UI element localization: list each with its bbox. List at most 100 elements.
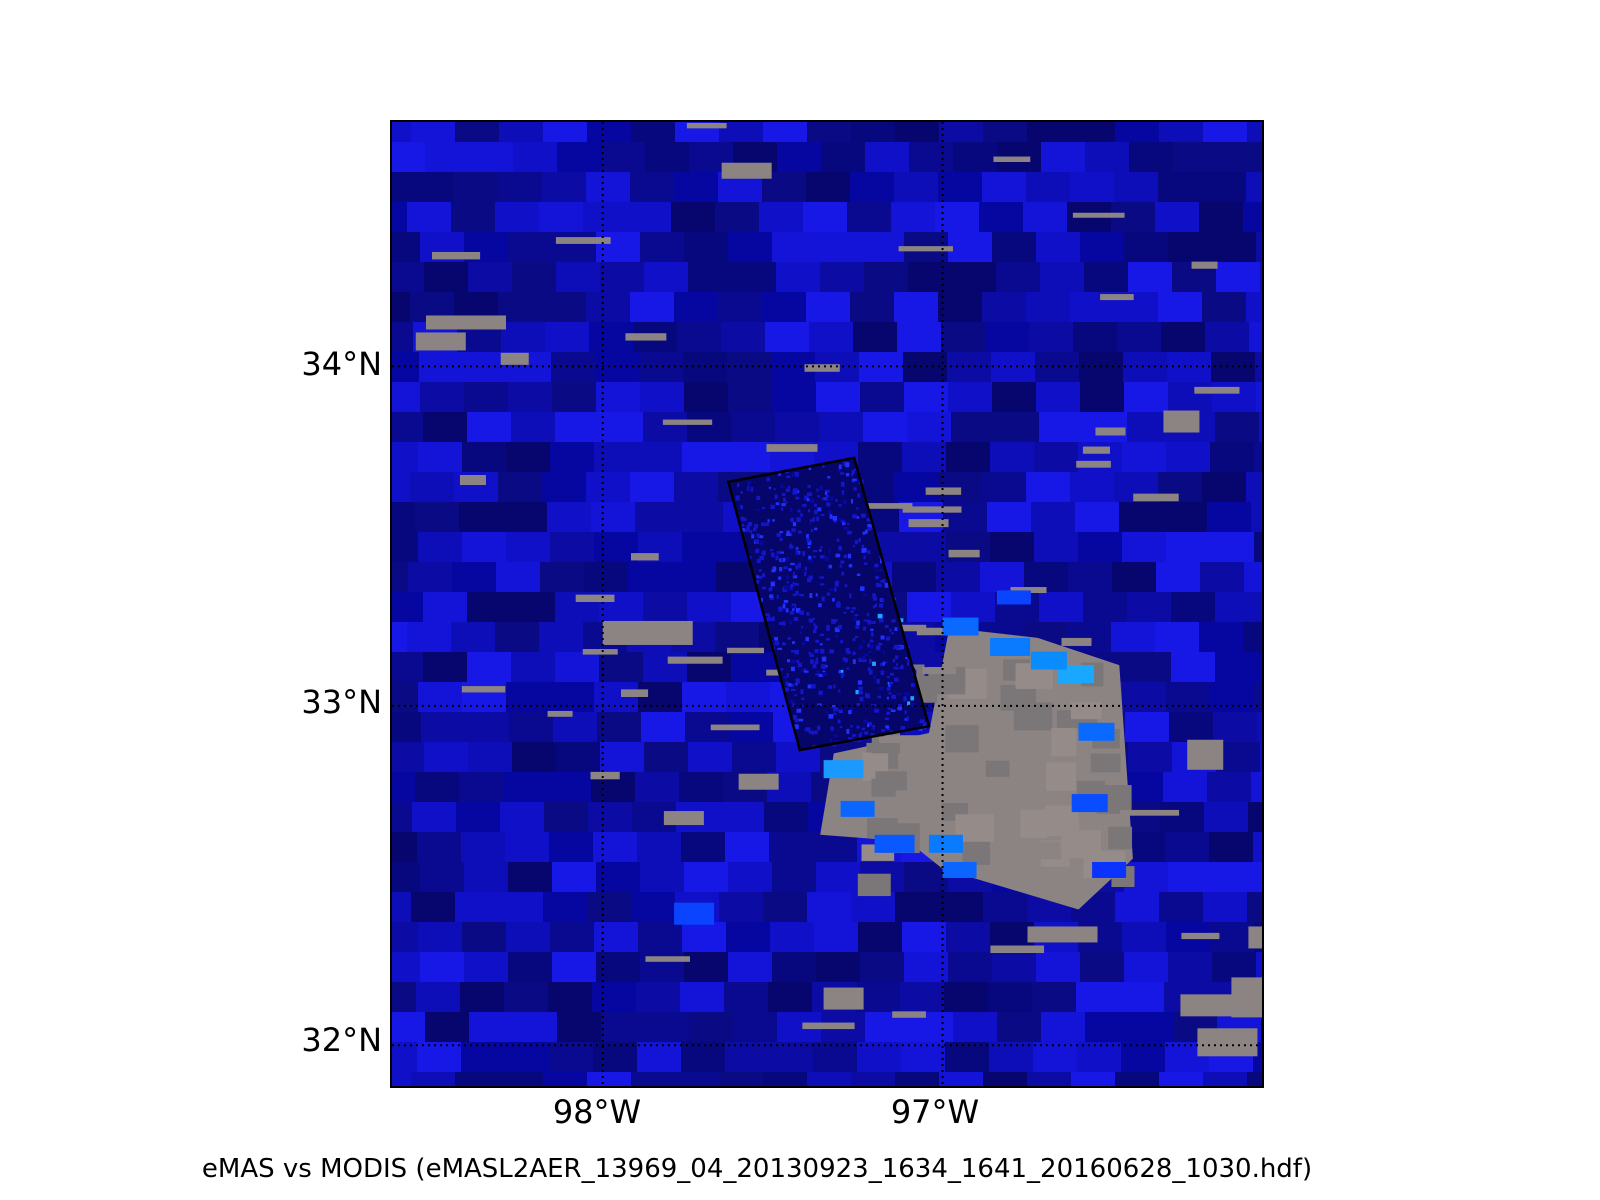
swath-pixel: [742, 518, 747, 521]
swath-pixel: [777, 647, 782, 650]
aerosol-pixel: [1027, 122, 1072, 143]
aerosol-pixel: [1167, 352, 1212, 383]
swath-pixel: [820, 546, 823, 549]
swath-pixel: [791, 659, 796, 664]
swath-pixel: [802, 504, 807, 507]
swath-pixel: [847, 553, 852, 559]
swath-pixel: [740, 491, 744, 494]
aerosol-pixel: [498, 472, 543, 503]
swath-pixel: [837, 709, 843, 712]
aerosol-pixel: [630, 172, 675, 203]
swath-pixel: [856, 507, 859, 510]
aerosol-pixel: [680, 982, 725, 1013]
swath-pixel: [852, 659, 856, 664]
swath-pixel: [862, 626, 867, 631]
land-strip: [461, 686, 506, 693]
swath-pixel: [838, 464, 842, 470]
land-strip: [1082, 446, 1111, 454]
swath-pixel: [769, 594, 774, 598]
aerosol-pixel: [1249, 322, 1262, 353]
aerosol-pixel: [495, 622, 540, 653]
aerosol-pixel: [451, 202, 496, 233]
aerosol-pixel: [499, 892, 544, 923]
swath-pixel: [808, 731, 814, 734]
aerosol-pixel: [863, 412, 908, 443]
aerosol-pixel: [423, 592, 468, 623]
aerosol-pixel: [424, 262, 469, 293]
swath-pixel: [879, 558, 883, 564]
swath-pixel: [786, 581, 790, 584]
swath-pixel: [815, 670, 820, 673]
swath-pixel: [795, 682, 798, 686]
aerosol-pixel: [392, 952, 421, 983]
swath-pixel: [839, 564, 842, 568]
swath-pixel: [871, 621, 876, 624]
swath-pixel: [850, 498, 854, 504]
swath-pixel: [832, 712, 837, 715]
swath-pixel: [827, 510, 832, 515]
swath-pixel: [805, 727, 811, 732]
aerosol-pixel: [1075, 502, 1120, 533]
swath-pixel: [795, 547, 799, 551]
aerosol-pixel: [549, 1042, 594, 1073]
swath-pixel: [800, 513, 803, 517]
swath-pixel: [790, 650, 796, 653]
swath-pixel: [812, 629, 817, 634]
swath-pixel: [807, 509, 811, 513]
swath-pixel: [859, 730, 863, 736]
aerosol-pixel: [1168, 862, 1213, 893]
swath-pixel: [807, 546, 811, 549]
swath-pixel: [792, 575, 798, 579]
aerosol-pixel: [724, 982, 769, 1013]
aerosol-pixel: [819, 412, 864, 443]
land-patch: [415, 332, 466, 351]
land-patch: [1095, 427, 1126, 436]
aerosol-pixel: [672, 562, 717, 593]
aerosol-pixel: [1205, 322, 1250, 353]
land-strip: [889, 624, 927, 632]
aerosol-pixel: [1117, 322, 1162, 353]
swath-pixel: [874, 708, 879, 713]
bright-aerosol-pixel: [928, 834, 963, 853]
swath-pixel: [782, 603, 786, 609]
swath-pixel: [821, 497, 825, 501]
swath-pixel: [760, 598, 763, 603]
aerosol-pixel: [1168, 232, 1213, 263]
swath-pixel: [838, 518, 844, 521]
land-mottle: [857, 873, 891, 897]
aerosol-pixel: [592, 982, 637, 1013]
swath-pixel: [850, 708, 854, 711]
aerosol-pixel: [687, 412, 732, 443]
aerosol-pixel: [677, 322, 722, 353]
swath-pixel: [836, 602, 841, 608]
aerosol-pixel: [407, 622, 452, 653]
swath-pixel: [756, 508, 760, 512]
swath-pixel: [880, 598, 884, 602]
swath-pixel: [840, 640, 844, 644]
swath-pixel: [872, 661, 876, 666]
swath-pixel: [814, 648, 819, 654]
swath-pixel: [771, 552, 775, 558]
swath-pixel: [833, 706, 838, 712]
swath-pixel: [758, 575, 762, 580]
swath-pixel: [850, 724, 853, 728]
aerosol-pixel: [726, 442, 771, 473]
aerosol-pixel: [894, 172, 939, 203]
swath-pixel: [873, 675, 877, 680]
swath-pixel: [756, 533, 760, 538]
aerosol-pixel: [1114, 172, 1159, 203]
aerosol-pixel: [1034, 532, 1079, 563]
swath-pixel: [826, 502, 831, 507]
swath-pixel: [840, 560, 845, 564]
swath-pixel: [790, 562, 795, 566]
swath-pixel: [770, 552, 774, 555]
aerosol-pixel: [638, 442, 683, 473]
aerosol-pixel: [1079, 352, 1124, 383]
aerosol-pixel: [1253, 1042, 1262, 1073]
swath-pixel: [814, 625, 818, 630]
aerosol-pixel: [593, 1042, 638, 1073]
aerosol-pixel: [557, 142, 602, 173]
swath-pixel: [783, 557, 786, 562]
aerosol-pixel: [1256, 232, 1262, 263]
swath-pixel: [859, 696, 864, 702]
